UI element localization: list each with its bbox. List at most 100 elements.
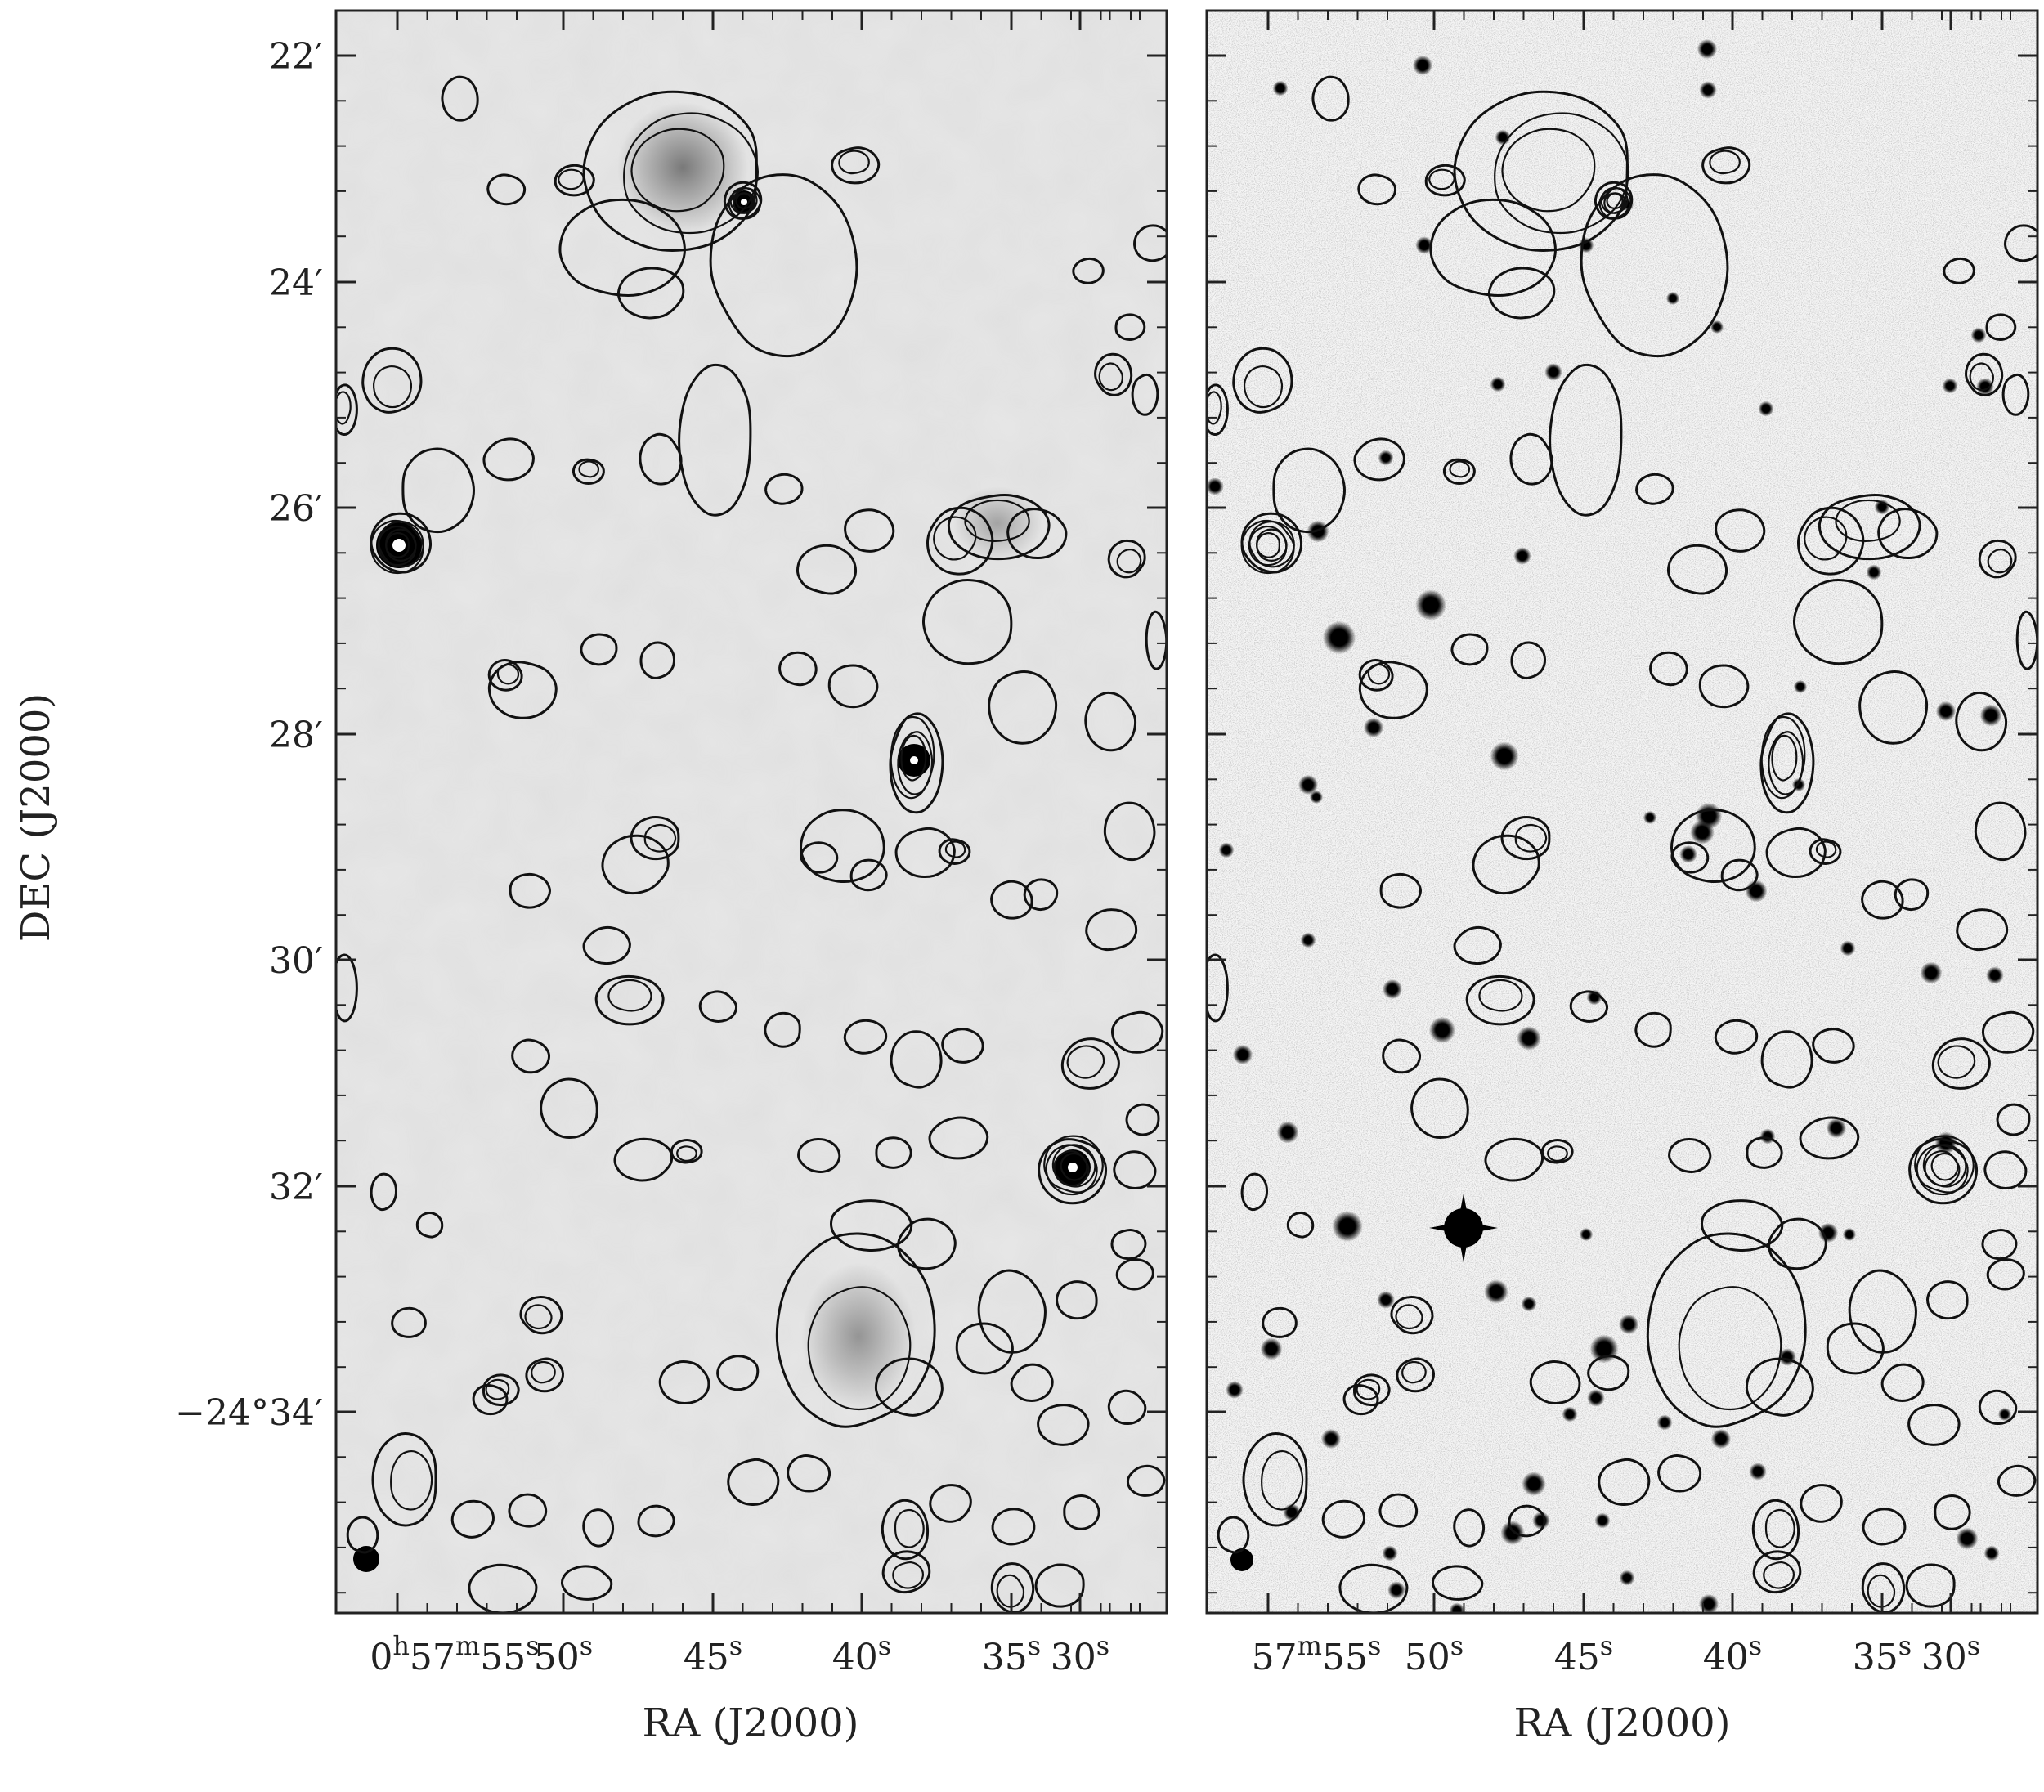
contour-line: [897, 731, 934, 795]
optical-source-core: [1387, 983, 1398, 995]
contour-line: [1746, 1136, 1783, 1169]
contour-line: [1867, 1574, 1896, 1608]
contour-line: [1931, 1037, 1991, 1090]
contour-line: [1037, 1404, 1090, 1446]
contour-line: [531, 1360, 556, 1384]
contour-line: [1367, 663, 1391, 685]
optical-source-core: [1517, 551, 1527, 561]
optical-source-core: [1496, 748, 1513, 764]
contour-line: [1678, 1286, 1782, 1411]
optical-source-core: [1325, 1433, 1337, 1445]
contour-line: [1051, 1144, 1096, 1188]
dec-tick-label: 24′: [269, 262, 323, 304]
contour-line: [875, 1136, 912, 1169]
optical-source-core: [1680, 1615, 1688, 1623]
contour-line: [525, 1357, 565, 1393]
contour-line: [1396, 1357, 1436, 1393]
optical-source-core: [1925, 967, 1937, 979]
contour-line: [1207, 953, 1229, 1023]
contour-line: [1116, 549, 1142, 574]
optical-source-core: [1237, 1049, 1248, 1060]
optical-source-core: [1878, 503, 1886, 511]
optical-source-core: [1549, 367, 1558, 377]
contour-line: [486, 173, 527, 206]
contour-line: [1010, 1363, 1054, 1402]
ra-tick-label: 50s: [1405, 1630, 1464, 1678]
ra-tick-label: 30s: [1051, 1630, 1109, 1678]
contour-line: [800, 841, 839, 874]
contour-line: [1745, 1357, 1814, 1417]
contour-line: [1930, 1153, 1959, 1181]
x-axis-label-right: RA (J2000): [1514, 1700, 1731, 1746]
contour-line: [1207, 383, 1229, 437]
contour-line: [1580, 173, 1729, 358]
contour-line: [601, 834, 670, 895]
contour-line: [1764, 1508, 1795, 1548]
contour-line: [1311, 75, 1350, 122]
contour-line: [1792, 579, 1884, 665]
contour-line: [1768, 731, 1804, 795]
contour-line: [2015, 610, 2037, 670]
optical-source-core: [1392, 1585, 1401, 1595]
contour-line: [1815, 840, 1837, 858]
contour-line: [509, 873, 552, 909]
contour-line: [1925, 1280, 1969, 1320]
contour-line: [1113, 1150, 1157, 1189]
optical-source-core: [1506, 1526, 1519, 1539]
optical-source-core: [1696, 826, 1709, 839]
contour-line: [1487, 267, 1556, 320]
contour-line: [1429, 198, 1557, 297]
contour-line: [346, 1516, 379, 1554]
optical-source-core: [1435, 1023, 1450, 1037]
optical-source-core: [1287, 1508, 1297, 1517]
optical-source-core: [1423, 597, 1439, 613]
contour-line: [1987, 549, 2013, 574]
optical-source-core: [1282, 1127, 1293, 1138]
contour-line: [385, 532, 410, 558]
optical-source-core: [1312, 793, 1320, 801]
contour-line: [1587, 1355, 1630, 1391]
contour-line: [1352, 1373, 1391, 1407]
dec-tick-label: 32′: [269, 1167, 323, 1208]
contour-line: [796, 544, 858, 595]
contour-line: [1248, 526, 1288, 567]
contour-line: [1965, 352, 2004, 396]
contour-line: [1508, 1504, 1546, 1538]
contour-line: [1232, 347, 1293, 414]
contour-line: [1060, 1153, 1088, 1181]
optical-source-core: [2001, 1410, 2009, 1418]
optical-source-core: [1582, 1230, 1590, 1239]
contour-line: [540, 1077, 598, 1139]
optical-source-core: [1831, 1122, 1842, 1134]
contour-line: [1401, 1360, 1427, 1384]
contour-line: [487, 661, 558, 719]
contour-line: [926, 506, 994, 576]
contour-line: [1649, 651, 1688, 687]
contour-line: [1034, 1563, 1085, 1608]
contour-line: [1379, 873, 1423, 909]
dec-tick-label: 28′: [269, 715, 323, 756]
optical-source-core: [1527, 1477, 1540, 1490]
contour-line: [1207, 391, 1222, 425]
contour-line: [827, 664, 879, 709]
contour-line: [582, 925, 631, 965]
optical-source-core: [1750, 885, 1762, 897]
radio-panel-frame: [334, 9, 1168, 1615]
contour-line: [1115, 1258, 1154, 1291]
optical-source-core: [1368, 722, 1379, 733]
ra-tick-label: 57m55s: [1252, 1630, 1382, 1678]
contour-line: [1107, 539, 1146, 579]
contour-line: [1666, 544, 1728, 595]
contour-line: [2001, 373, 2030, 416]
contour-line: [1657, 1454, 1702, 1493]
contour-line: [1442, 458, 1476, 485]
contour-line: [928, 1116, 989, 1160]
contour-line: [1799, 1116, 1860, 1160]
contour-line: [1922, 1144, 1967, 1188]
optical-sources: [1207, 38, 2012, 1623]
contour-line: [558, 198, 686, 297]
contour-line: [1956, 908, 2009, 952]
contour-line: [1453, 90, 1629, 252]
optical-source-core: [1715, 1433, 1727, 1445]
